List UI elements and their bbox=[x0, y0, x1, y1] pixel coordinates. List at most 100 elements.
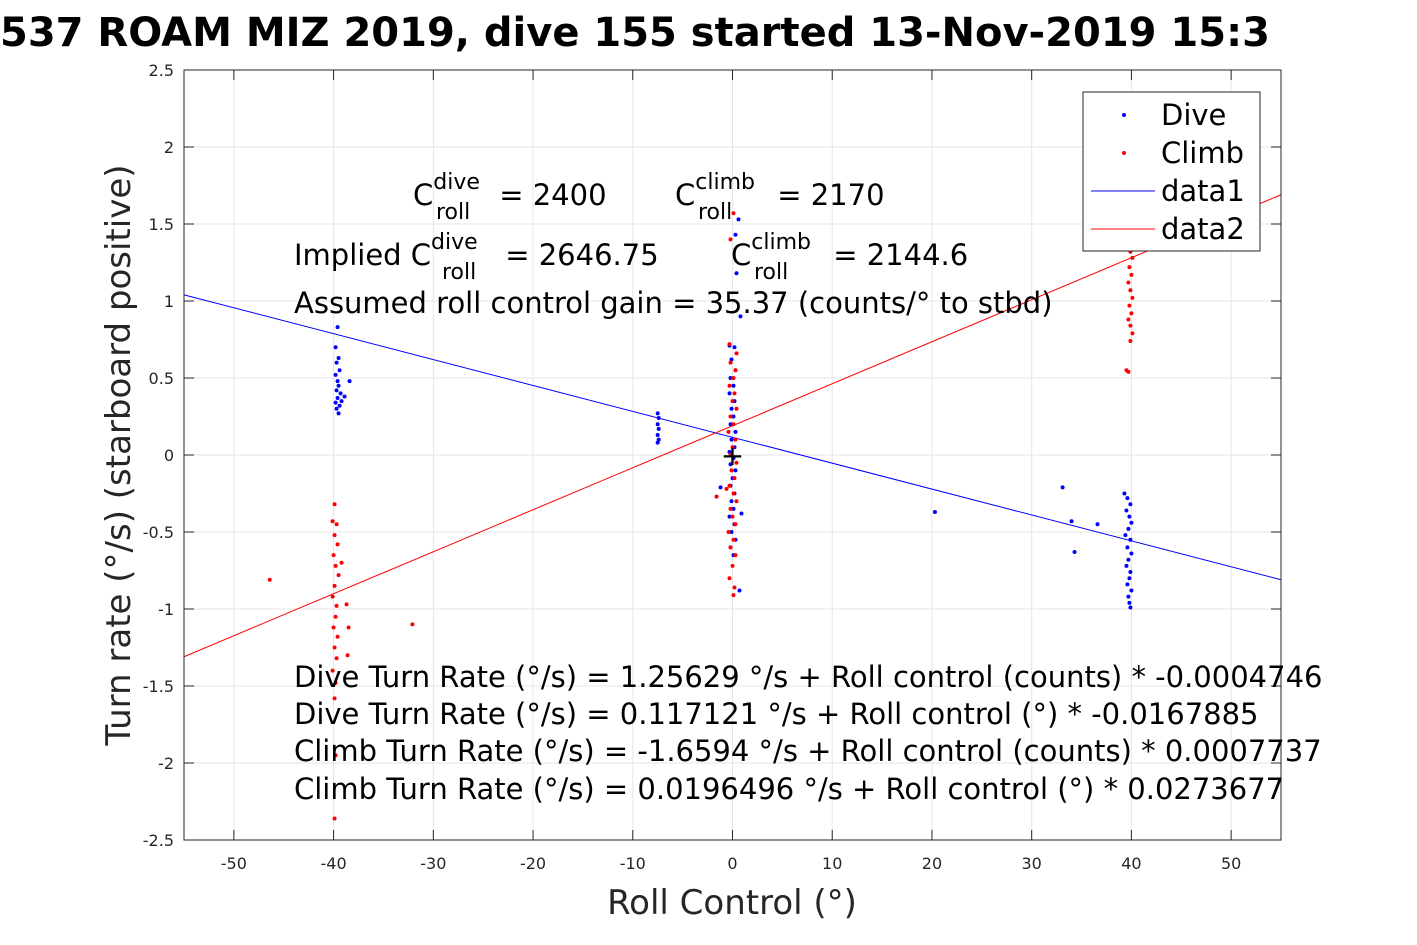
point-dive bbox=[729, 530, 734, 534]
point-climb bbox=[334, 656, 339, 661]
point-climb bbox=[333, 614, 338, 619]
implied-dive-annotation: Implied Cdive roll = 2646.75 bbox=[294, 230, 659, 285]
x-axis-label: Roll Control (°) bbox=[607, 883, 857, 923]
point-climb bbox=[1126, 317, 1131, 322]
point-dive bbox=[1126, 526, 1131, 531]
point-climb bbox=[332, 816, 337, 821]
point-dive bbox=[335, 325, 340, 330]
point-dive bbox=[1125, 545, 1130, 550]
y-tick-label: 1 bbox=[164, 292, 174, 311]
c-roll-dive-sub: roll bbox=[436, 200, 470, 225]
fit-line-data1 bbox=[183, 294, 1282, 581]
point-climb bbox=[733, 553, 738, 558]
point-climb bbox=[714, 494, 719, 499]
point-dive bbox=[337, 368, 342, 373]
point-climb bbox=[728, 453, 733, 457]
point-dive bbox=[335, 396, 340, 401]
point-climb bbox=[732, 476, 737, 481]
c-roll-climb-annotation: Cclimb roll = 2170 bbox=[675, 170, 885, 225]
point-dive bbox=[333, 372, 338, 377]
point-climb bbox=[724, 486, 729, 491]
y-tick-labels: -2.5 -2 -1.5 -1 -0.5 0 0.5 1 1.5 2 2.5 bbox=[143, 61, 174, 850]
point-climb bbox=[333, 563, 338, 568]
x-tick-label: -10 bbox=[620, 854, 646, 873]
point-dive bbox=[729, 437, 734, 442]
point-dive bbox=[656, 426, 661, 431]
point-dive bbox=[655, 422, 660, 427]
x-tick-label: 0 bbox=[727, 854, 737, 873]
point-dive bbox=[727, 449, 732, 454]
point-climb bbox=[330, 668, 335, 673]
point-climb bbox=[731, 537, 736, 542]
point-dive bbox=[736, 217, 741, 222]
point-dive bbox=[334, 360, 339, 365]
point-climb bbox=[731, 376, 736, 380]
point-climb bbox=[1129, 272, 1134, 277]
point-climb bbox=[1128, 339, 1133, 344]
point-climb bbox=[731, 491, 736, 496]
point-dive bbox=[734, 271, 739, 276]
point-dive bbox=[336, 383, 341, 388]
point-climb bbox=[410, 622, 415, 627]
point-climb bbox=[728, 506, 733, 511]
point-climb bbox=[733, 368, 738, 373]
point-dive bbox=[656, 437, 661, 442]
point-dive bbox=[729, 499, 734, 504]
point-dive bbox=[728, 422, 733, 427]
point-climb bbox=[1130, 255, 1135, 260]
point-dive bbox=[342, 394, 347, 399]
y-tick-label: 0.5 bbox=[149, 369, 174, 388]
point-dive bbox=[333, 345, 338, 350]
y-axis-label: Turn rate (°/s) (starboard positive) bbox=[99, 164, 139, 746]
x-tick-label: 50 bbox=[1221, 854, 1241, 873]
point-climb bbox=[727, 342, 732, 347]
point-climb bbox=[727, 576, 732, 581]
point-dive bbox=[1127, 600, 1132, 605]
c-roll-climb-value: = 2170 bbox=[768, 178, 885, 212]
y-tick-label: 1.5 bbox=[149, 215, 174, 234]
point-climb bbox=[731, 422, 736, 427]
point-dive bbox=[337, 403, 342, 408]
point-climb bbox=[335, 634, 340, 639]
point-dive bbox=[727, 514, 732, 519]
point-climb bbox=[730, 563, 735, 568]
point-dive bbox=[1122, 491, 1127, 496]
c-roll-dive-sup: dive bbox=[433, 170, 480, 195]
point-dive bbox=[334, 388, 339, 393]
c-roll-dive-annotation: Cdive roll = 2400 bbox=[413, 170, 607, 225]
point-dive bbox=[655, 432, 660, 437]
point-climb bbox=[731, 593, 736, 598]
y-tick-label: 2 bbox=[164, 138, 174, 157]
point-climb bbox=[734, 499, 739, 504]
y-tick-label: 2.5 bbox=[149, 61, 174, 80]
point-climb bbox=[332, 583, 337, 588]
point-dive bbox=[1069, 519, 1074, 524]
center-marker: + bbox=[721, 439, 744, 472]
implied-climb-sup: climb bbox=[751, 230, 811, 255]
point-climb bbox=[1128, 288, 1133, 293]
point-dive bbox=[334, 406, 339, 411]
y-tick-label: -2 bbox=[158, 754, 174, 773]
plot-frame bbox=[183, 69, 1282, 841]
y-tick-label: -1 bbox=[158, 600, 174, 619]
point-dive bbox=[731, 456, 736, 461]
point-climb bbox=[728, 360, 733, 365]
implied-climb-base: C bbox=[731, 238, 751, 272]
y-tick-label: -2.5 bbox=[143, 831, 174, 850]
implied-climb-annotation: Cclimb roll = 2144.6 bbox=[731, 230, 968, 285]
point-climb bbox=[344, 602, 349, 607]
point-climb bbox=[331, 553, 336, 558]
point-climb bbox=[334, 603, 339, 608]
point-climb bbox=[334, 522, 339, 527]
equation-climb-degrees: Climb Turn Rate (°/s) = 0.0196496 °/s + … bbox=[294, 772, 1284, 806]
point-climb bbox=[730, 399, 735, 404]
point-climb bbox=[1127, 303, 1132, 308]
legend-dive-label: Dive bbox=[1161, 98, 1226, 132]
legend-data1-label: data1 bbox=[1161, 174, 1245, 208]
point-climb bbox=[346, 625, 351, 630]
x-tick-label: 10 bbox=[822, 854, 842, 873]
c-roll-dive-base: C bbox=[413, 178, 433, 212]
point-climb bbox=[733, 437, 738, 442]
implied-dive-sup: dive bbox=[431, 230, 478, 255]
